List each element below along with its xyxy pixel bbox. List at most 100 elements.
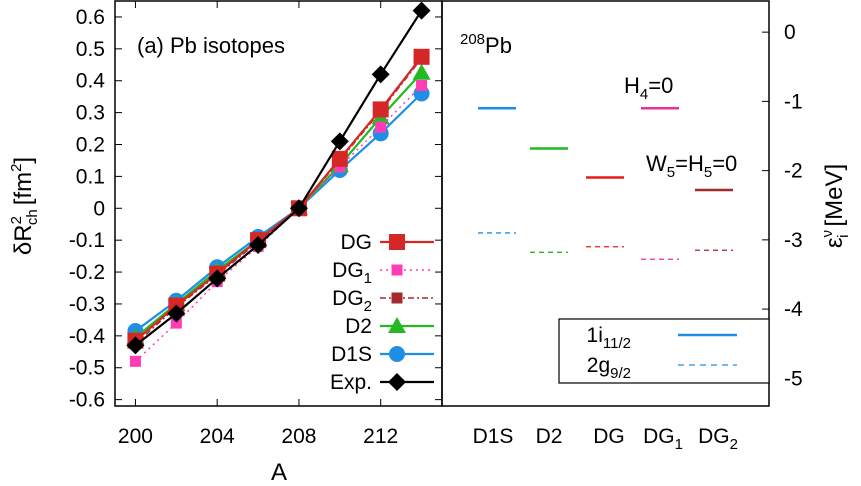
y-tick-label-a: 0.1 [76, 165, 105, 188]
y-tick-label-a: -0.4 [69, 325, 106, 348]
legend-entry: D2 [345, 315, 434, 338]
legend-marker [388, 373, 406, 391]
legend-b-label-sub: 9/2 [610, 365, 631, 382]
y-tick-label-a: -0.2 [69, 261, 105, 284]
panel-a-axes: -0.6 -0.5 -0.4 -0.3 -0.2 -0.1 0 0.1 0.2 0.3 0.4 0.5… [69, 1, 442, 448]
x-tick-label-a: 200 [118, 425, 153, 448]
legend-marker [391, 292, 403, 304]
x-category-label: DG2 [698, 425, 738, 453]
legend-b-entry: 1i11/2 [587, 324, 737, 352]
data-point [372, 101, 389, 118]
y-tick-label-a: 0.2 [76, 134, 105, 157]
x-category-main: D2 [536, 425, 563, 448]
legend-label-sub: 1 [364, 270, 372, 287]
y-tick-label-a: 0.4 [76, 70, 106, 93]
data-point [412, 1, 431, 20]
data-point [416, 80, 428, 92]
ylabel-b-main: ε [821, 237, 848, 248]
panel-a-label: (a) Pb isotopes [137, 33, 285, 58]
ylabel-a-unit: [fm [10, 172, 37, 205]
data-point [129, 355, 141, 367]
data-point [412, 63, 431, 80]
legend-label-main: DG [332, 259, 364, 282]
x-tick-label-a: 208 [281, 425, 316, 448]
svg-text:δR2ch[fm2]: δR2ch[fm2] [8, 157, 41, 255]
data-point [331, 150, 348, 167]
legend-label: D2 [345, 315, 372, 338]
annotation-w5-h5: W5=H5=0 [646, 151, 737, 181]
y-tick-label-a: -0.3 [69, 293, 105, 316]
x-tick-label-a: 212 [363, 425, 398, 448]
x-category-label: D1S [473, 425, 514, 448]
legend-label: D1S [331, 343, 372, 366]
series-line [134, 9, 423, 347]
ylabel-a-sub: ch [24, 209, 41, 225]
x-category-sub: 1 [675, 436, 683, 453]
legend-b-entry: 2g9/2 [587, 354, 737, 382]
legend-b-label-sub: 11/2 [603, 335, 631, 352]
y-tick-label-b: -5 [784, 367, 803, 390]
legend-entry: DG [341, 231, 434, 254]
y-tick-label-a: 0.5 [76, 38, 105, 61]
x-category-main: DG [643, 425, 675, 448]
legend-label-sub: 2 [364, 298, 372, 315]
ylabel-a-sup: 2 [8, 216, 25, 224]
y-tick-label-a: -0.5 [69, 357, 105, 380]
x-category-label: D2 [536, 425, 563, 448]
legend-b-label-main: 1i [587, 324, 603, 347]
y-tick-label-b: -2 [784, 160, 803, 183]
legend-label-main: D2 [345, 315, 372, 338]
x-tick-label-a: 204 [200, 425, 235, 448]
panel-a: (a) Pb isotopes A δR2ch[fm2] -0.6-0.5-0.… [8, 0, 443, 486]
y-tick-label-b: -1 [784, 90, 803, 113]
series-exp [126, 1, 431, 355]
data-point [330, 132, 349, 151]
panel-a-frame [114, 0, 443, 407]
panel-b-label: 208Pb [460, 31, 512, 58]
panel-b-label-main: Pb [485, 33, 512, 58]
legend-label-main: DG [341, 231, 373, 254]
legend-label: DG [341, 231, 373, 254]
data-point [208, 269, 227, 288]
legend-entry: D1S [331, 343, 434, 366]
annotation-h4: H4=0 [624, 73, 673, 103]
series-line [134, 92, 423, 332]
legend-label: DG1 [332, 259, 372, 287]
data-point [249, 235, 268, 254]
y-axis-label-a: δR2ch[fm2] [8, 157, 41, 255]
data-point [371, 65, 390, 84]
x-category-sub: 2 [730, 436, 738, 453]
legend-marker [389, 346, 405, 362]
y-tick-label-a: 0.6 [76, 6, 105, 29]
x-category-main: D1S [473, 425, 514, 448]
x-category-main: DG [698, 425, 730, 448]
legend-entry: DG1 [332, 259, 434, 287]
panel-b-label-sup: 208 [460, 31, 485, 48]
ylabel-a-unit-end: ] [10, 157, 37, 164]
x-category-label: DG1 [643, 425, 683, 453]
data-point [289, 199, 308, 218]
ylabel-a-main: δR [10, 224, 37, 255]
data-point [167, 304, 186, 323]
legend-b-label-main: 2g [587, 354, 610, 377]
legend-label-main: DG [332, 287, 364, 310]
legend-b-label: 2g9/2 [587, 354, 631, 382]
legend-label-main: Exp. [330, 371, 372, 394]
legend-b-label: 1i11/2 [587, 324, 631, 352]
y-tick-label-a: 0 [93, 197, 105, 220]
svg-text:ενi[MeV]: ενi [MeV] [819, 164, 852, 248]
data-point [413, 48, 430, 65]
y-tick-label-b: -4 [784, 298, 803, 321]
panel-b: 208Pb ενi [MeV] H4=0 W5=H5=0 0 -1 -2 -3 -4 -5 D… [441, 0, 852, 453]
panel-a-series [126, 1, 431, 367]
ylabel-b-unit: [MeV] [821, 164, 848, 227]
panel-b-frame [441, 0, 770, 407]
x-axis-label: A [271, 459, 287, 486]
x-category-main: DG [593, 425, 625, 448]
y-axis-label-b: ενi [MeV] [819, 164, 852, 248]
data-point [126, 336, 145, 355]
panel-b-legend-box [558, 318, 770, 384]
legend-entry: DG2 [332, 287, 434, 315]
